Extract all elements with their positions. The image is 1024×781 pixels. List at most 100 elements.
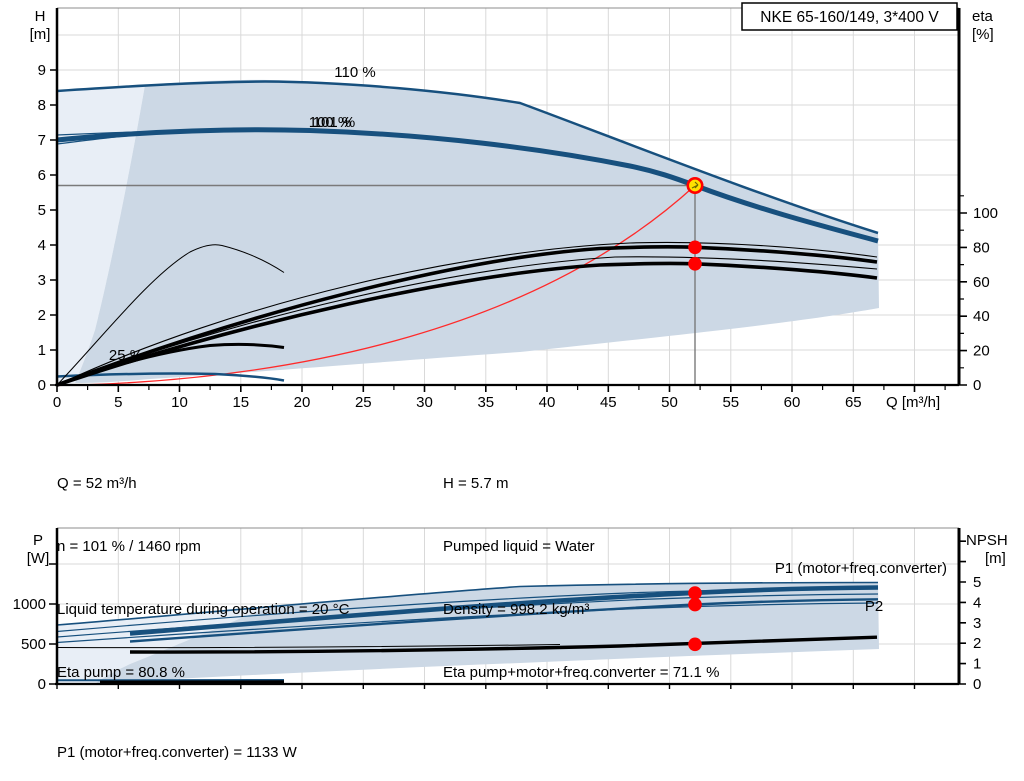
curve-eta-arc-low-speed [56,244,285,386]
q-axis-title: Q [m³/h] [886,394,940,411]
info-line-pumped-liquid: Pumped liquid = Water [443,538,595,555]
q-tick-label: 30 [416,394,433,411]
duty-info-right: H = 5.7 m Pumped liquid = Water Density … [443,431,719,704]
eta-tick-label: 20 [973,343,990,360]
q-tick-label: 20 [294,394,311,411]
h-tick-label: 6 [38,167,46,184]
info-line-speed: n = 101 % / 1460 rpm [57,538,201,555]
curve-h-25 [56,372,285,382]
q-tick-label: 55 [722,394,739,411]
info-line-h: H = 5.7 m [443,475,509,492]
p-tick-label: 0 [38,676,46,693]
h-tick-label: 7 [38,132,46,149]
power-envelope-dark-region [96,582,879,683]
curve-label-p2: P2 [865,598,883,615]
duty-info-left: Q = 52 m³/h n = 101 % / 1460 rpm Liquid … [57,431,349,704]
p-axis-title: P [33,532,43,549]
npsh-point [688,637,702,652]
duty-crosshair [57,184,696,385]
q-tick-label: 45 [600,394,617,411]
eta-axis-major-ticks [959,212,967,386]
eta-total-point [688,257,702,271]
curve-p1-envelope-top [56,581,879,626]
p2-point [688,597,702,612]
curve-h-110 [56,80,879,235]
h-axis-ticks [50,69,57,386]
eta-tick-label: 0 [973,377,981,394]
q-tick-label: 25 [355,394,372,411]
curve-npsh [129,635,878,654]
curve-label-25: 25 % [109,347,143,364]
npsh-tick-label: 4 [973,594,981,611]
h-tick-label: 0 [38,377,46,394]
info-line-q: Q = 52 m³/h [57,475,137,492]
npsh-tick-label: 3 [973,615,981,632]
curve-p2 [129,598,879,643]
eta-tick-label: 40 [973,308,990,325]
curve-label-110: 110 % [334,64,375,81]
eta-tick-label: 60 [973,274,990,291]
curve-h-101 [56,127,879,244]
h-tick-label: 5 [38,202,46,219]
q-tick-label: 15 [232,394,249,411]
p1-point [688,586,702,600]
eta-axis-minor-ticks [959,195,964,369]
pump-title: NKE 65-160/149, 3*400 V [760,9,939,26]
info-line-eta-pump: Eta pump = 80.8 % [57,664,185,681]
q-tick-label: 50 [661,394,678,411]
eta-pump-point [688,240,702,255]
curve-label-101: 101 % [313,114,356,131]
power-info: P1 (motor+freq.converter) = 1133 W P2 = … [57,700,297,781]
duty-point-marker[interactable] [686,177,704,195]
q-tick-label: 40 [539,394,556,411]
curve-eta-total [56,261,878,387]
h-tick-label: 3 [38,272,46,289]
eta-tick-label: 100 [973,205,998,222]
q-tick-label: 65 [845,394,862,411]
info-line-eta-total: Eta pump+motor+freq.converter = 71.1 % [443,664,720,681]
q-tick-label: 10 [171,394,188,411]
q-tick-label: 60 [784,394,801,411]
info-line-p1: P1 (motor+freq.converter) = 1133 W [57,744,297,761]
curve-eta-thin-upper [56,241,878,386]
curve-npsh-thin [56,644,561,649]
curve-eta-25 [56,342,285,387]
curve-label-100: 100 % [309,114,352,131]
pump-title-box [741,2,958,31]
duty-point-arrow-icon [691,181,699,189]
bottom-chart: P [W] NPSH [m] 1000 500 0 5 4 3 2 1 0 P1… [13,527,1008,693]
h-tick-label: 9 [38,62,46,79]
curve-eta-thin-mid [56,256,878,386]
top-x-minor-ticks [87,385,946,390]
npsh-tick-label: 2 [973,635,981,652]
npsh-axis-title: NPSH [966,532,1008,549]
eta-tick-label: 80 [973,239,990,256]
npsh-tick-label: 5 [973,574,981,591]
npsh-tick-label: 1 [973,656,981,673]
q-tick-label: 5 [114,394,122,411]
curve-p1 [129,585,879,636]
p-axis-ticks [49,563,57,685]
h-tick-label: 2 [38,307,46,324]
info-line-liquid-temp: Liquid temperature during operation = 20… [57,601,350,618]
top-chart: H [m] eta [%] Q [m³/h] 9 8 7 6 5 4 3 2 1… [30,2,998,411]
envelope-light-region [57,85,145,385]
envelope-dark-region [75,79,879,383]
npsh-tick-label: 0 [973,676,981,693]
info-line-density: Density = 998.2 kg/m³ [443,601,590,618]
p-tick-label: 500 [21,636,46,653]
npsh-axis-unit: [m] [985,550,1006,567]
q-tick-label: 0 [53,394,61,411]
q-tick-label: 35 [477,394,494,411]
eta-axis-unit: [%] [972,26,994,43]
h-axis-unit: [m] [30,26,51,43]
p-axis-unit: [W] [27,550,50,567]
eta-axis-title: eta [972,8,994,25]
top-x-major-ticks [56,385,916,392]
h-tick-label: 1 [38,342,46,359]
p-tick-label: 1000 [13,596,46,613]
bottom-x-ticks [56,684,916,689]
npsh-axis-ticks [959,540,966,685]
